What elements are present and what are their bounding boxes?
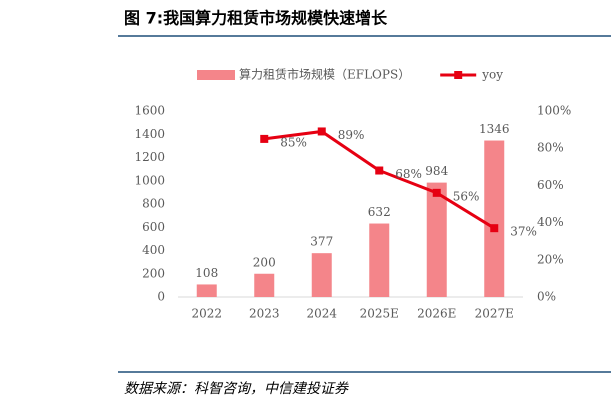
bar-label: 1346 <box>479 122 510 136</box>
marker <box>432 188 441 197</box>
y2-tick-label: 20% <box>537 252 564 266</box>
line-label: 68% <box>395 167 422 181</box>
y-tick-label: 400 <box>142 243 165 257</box>
bar-label: 200 <box>253 255 276 269</box>
y2-tick-label: 80% <box>537 141 564 155</box>
chart-title: 图 7:我国算力租赁市场规模快速增长 <box>124 9 388 28</box>
legend-swatch <box>454 71 463 79</box>
bar <box>484 140 505 297</box>
bar-label: 377 <box>310 235 333 249</box>
y-tick-label: 1600 <box>134 104 165 118</box>
legend-label: yoy <box>481 68 503 82</box>
line-label: 37% <box>510 225 537 239</box>
y-tick-label: 1400 <box>134 127 165 141</box>
bar-label: 632 <box>368 205 391 219</box>
y2-tick-label: 0% <box>537 290 556 304</box>
bar <box>369 223 390 297</box>
y-tick-label: 1000 <box>134 173 165 187</box>
x-tick-label: 2022 <box>191 307 222 321</box>
bar <box>426 182 447 297</box>
x-tick-label: 2023 <box>249 307 280 321</box>
y-tick-label: 1200 <box>134 150 165 164</box>
bar <box>254 273 275 297</box>
x-tick-label: 2027E <box>475 307 514 321</box>
bar <box>196 284 217 297</box>
bar-label: 108 <box>195 266 218 280</box>
x-tick-label: 2024 <box>306 307 337 321</box>
legend-label: 算力租赁市场规模（EFLOPS） <box>239 67 410 82</box>
y2-tick-label: 40% <box>537 215 564 229</box>
bar <box>311 253 332 297</box>
y-tick-label: 200 <box>142 266 165 280</box>
line-label: 56% <box>453 189 480 203</box>
marker <box>375 166 384 175</box>
y-tick-label: 0 <box>157 290 165 304</box>
marker <box>317 127 326 136</box>
y2-tick-label: 100% <box>537 104 571 118</box>
legend-swatch <box>197 70 235 80</box>
bar-label: 984 <box>425 164 448 178</box>
y-tick-label: 800 <box>142 197 165 211</box>
source: 数据来源：科智咨询，中信建投证券 <box>124 381 349 397</box>
y-tick-label: 600 <box>142 220 165 234</box>
x-tick-label: 2026E <box>417 307 456 321</box>
x-tick-label: 2025E <box>360 307 399 321</box>
line-label: 89% <box>338 128 365 142</box>
y2-tick-label: 60% <box>537 178 564 192</box>
marker <box>260 134 269 143</box>
marker <box>490 224 499 233</box>
line-label: 85% <box>280 135 307 149</box>
